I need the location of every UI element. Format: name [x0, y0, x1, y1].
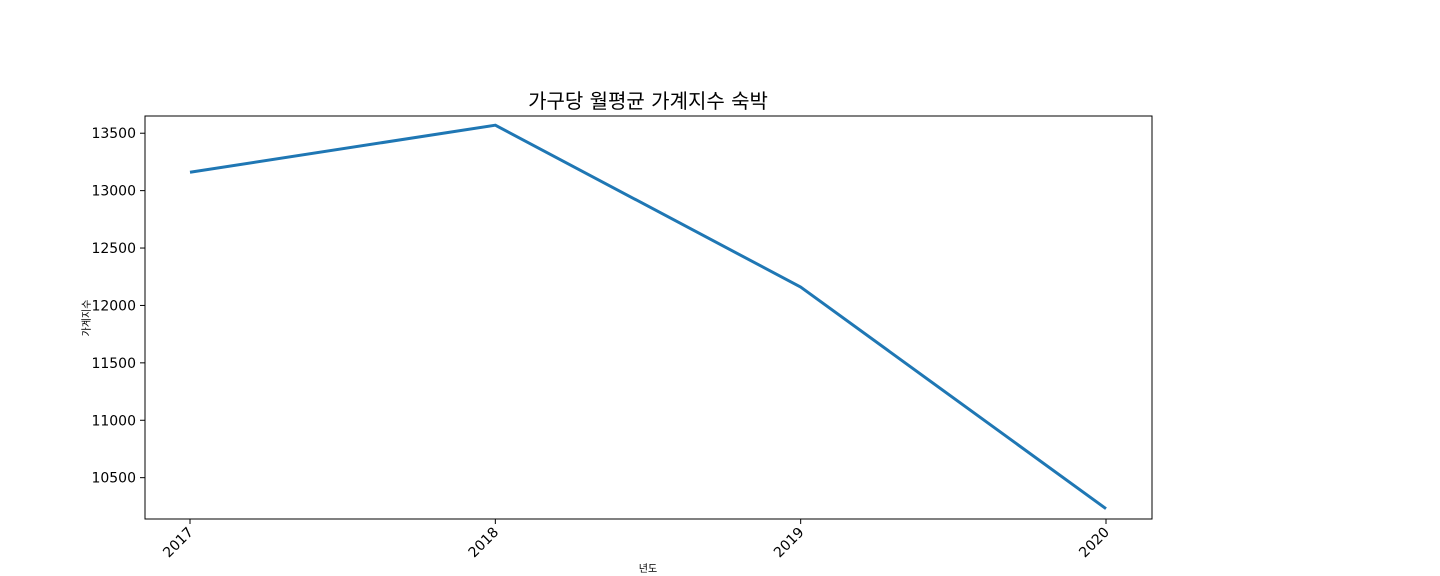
series-layer: [189, 123, 1107, 510]
y-tick-label: 12000: [91, 298, 136, 314]
y-tick-label: 13500: [91, 126, 136, 142]
y-tick-label: 10500: [91, 471, 136, 487]
y-tick-label: 11500: [91, 356, 136, 372]
x-tick-label: 2020: [1076, 525, 1113, 562]
x-tick-label: 2019: [771, 525, 808, 562]
x-tick-label: 2018: [466, 525, 503, 562]
chart-title: 가구당 월평균 가계지수 숙박: [528, 89, 768, 113]
y-tick-label: 13000: [91, 184, 136, 200]
y-axis: 10500 11000 11500 12000 12500 13000 13500: [91, 126, 145, 487]
y-axis-label: 가계지수: [81, 300, 93, 337]
x-tick-label: 2017: [160, 525, 197, 562]
y-tick-label: 12500: [91, 241, 136, 257]
y-tick-label: 11000: [91, 413, 136, 429]
plot-area-frame: [144, 115, 1153, 520]
x-axis: 2017 2018 2019 2020: [160, 519, 1113, 561]
series-line: [189, 123, 1107, 510]
x-axis-label: 년도: [639, 563, 657, 575]
